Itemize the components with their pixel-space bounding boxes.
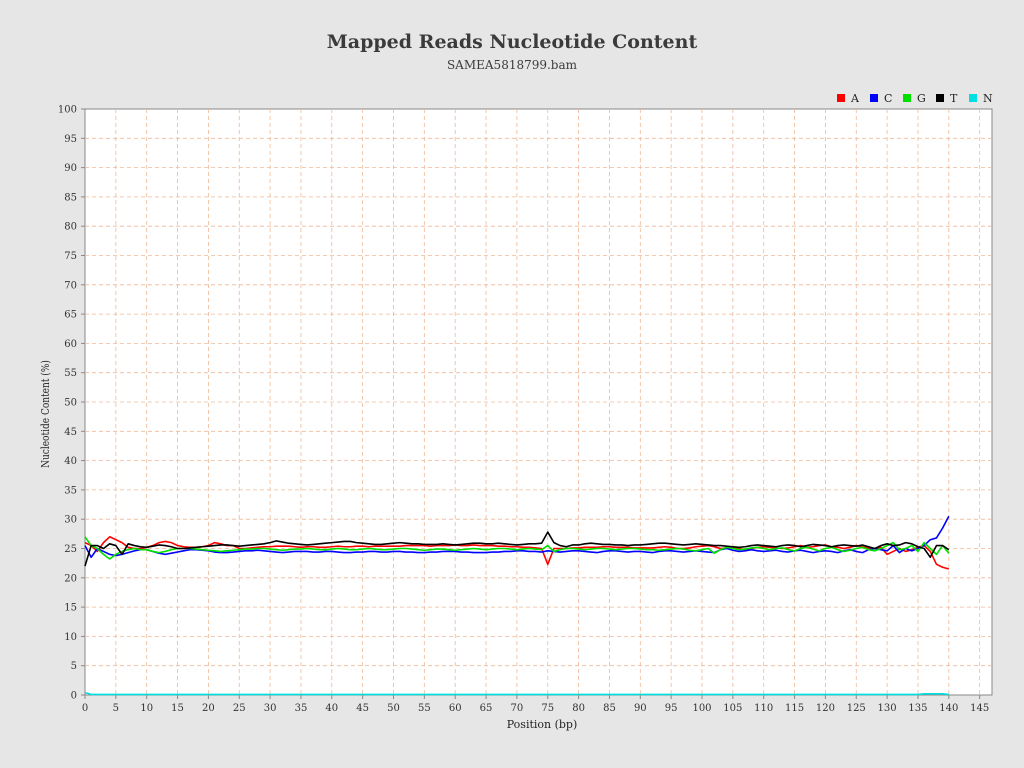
series-line-N — [84, 691, 949, 696]
x-tick-label: 80 — [572, 703, 585, 714]
x-tick-label: 85 — [603, 703, 616, 714]
x-tick-label: 15 — [171, 703, 184, 714]
x-tick-label: 0 — [82, 703, 88, 714]
plot-area — [84, 108, 993, 696]
y-tick-label: 55 — [64, 368, 77, 379]
x-tick-label: 40 — [325, 703, 338, 714]
x-tick-label: 90 — [634, 703, 647, 714]
y-tick-label: 25 — [64, 544, 77, 555]
series-line-C — [84, 515, 950, 559]
y-tick-label: 65 — [64, 310, 77, 321]
x-axis-label: Position (bp) — [507, 718, 578, 731]
y-tick-label: 35 — [64, 485, 77, 496]
legend-swatch-G — [903, 94, 911, 102]
y-tick-label: 85 — [64, 192, 77, 203]
legend-label-A: A — [850, 92, 860, 105]
x-tick-label: 110 — [754, 703, 773, 714]
series-line-G — [84, 536, 950, 560]
legend-swatch-C — [870, 94, 878, 102]
legend-label-T: T — [950, 92, 958, 105]
y-tick-label: 10 — [64, 632, 77, 643]
x-tick-label: 100 — [692, 703, 711, 714]
legend-swatch-N — [969, 94, 977, 102]
x-tick-label: 145 — [970, 703, 989, 714]
y-tick-label: 70 — [64, 280, 77, 291]
y-tick-label: 60 — [64, 339, 77, 350]
legend-label-N: N — [983, 92, 993, 105]
y-tick-label: 30 — [64, 515, 77, 526]
y-tick-label: 75 — [64, 251, 77, 262]
x-tick-label: 10 — [140, 703, 153, 714]
y-tick-label: 80 — [64, 222, 77, 233]
x-tick-label: 115 — [785, 703, 804, 714]
x-tick-label: 120 — [816, 703, 835, 714]
y-tick-label: 50 — [64, 398, 77, 409]
legend-label-C: C — [884, 92, 892, 105]
y-tick-label: 5 — [71, 661, 77, 672]
x-tick-label: 55 — [418, 703, 431, 714]
series-lines — [84, 515, 950, 696]
y-tick-label: 100 — [58, 105, 77, 116]
x-tick-label: 60 — [449, 703, 462, 714]
y-axis-label: Nucleotide Content (%) — [40, 360, 52, 468]
x-tick-label: 125 — [847, 703, 866, 714]
y-tick-label: 90 — [64, 163, 77, 174]
axes: 0510152025303540455055606570758085909510… — [58, 105, 989, 715]
y-tick-label: 0 — [71, 691, 77, 702]
x-tick-label: 70 — [511, 703, 524, 714]
x-tick-label: 135 — [908, 703, 927, 714]
chart-subtitle: SAMEA5818799.bam — [447, 58, 578, 72]
x-tick-label: 30 — [264, 703, 277, 714]
x-tick-label: 65 — [480, 703, 493, 714]
legend-swatch-A — [837, 94, 845, 102]
x-tick-label: 45 — [356, 703, 369, 714]
x-tick-label: 35 — [295, 703, 308, 714]
x-tick-label: 140 — [939, 703, 958, 714]
legend-swatch-T — [936, 94, 944, 102]
y-tick-label: 15 — [64, 603, 77, 614]
x-tick-label: 95 — [665, 703, 678, 714]
x-tick-label: 105 — [723, 703, 742, 714]
y-tick-label: 20 — [64, 573, 77, 584]
legend-label-G: G — [917, 92, 926, 105]
x-tick-label: 50 — [387, 703, 400, 714]
x-tick-label: 130 — [878, 703, 897, 714]
chart-title: Mapped Reads Nucleotide Content — [327, 31, 698, 53]
x-tick-label: 20 — [202, 703, 215, 714]
y-tick-label: 95 — [64, 134, 77, 145]
y-tick-label: 40 — [64, 456, 77, 467]
y-tick-label: 45 — [64, 427, 77, 438]
x-tick-label: 25 — [233, 703, 246, 714]
x-tick-label: 5 — [113, 703, 119, 714]
x-tick-label: 75 — [541, 703, 554, 714]
series-line-T — [84, 531, 950, 567]
